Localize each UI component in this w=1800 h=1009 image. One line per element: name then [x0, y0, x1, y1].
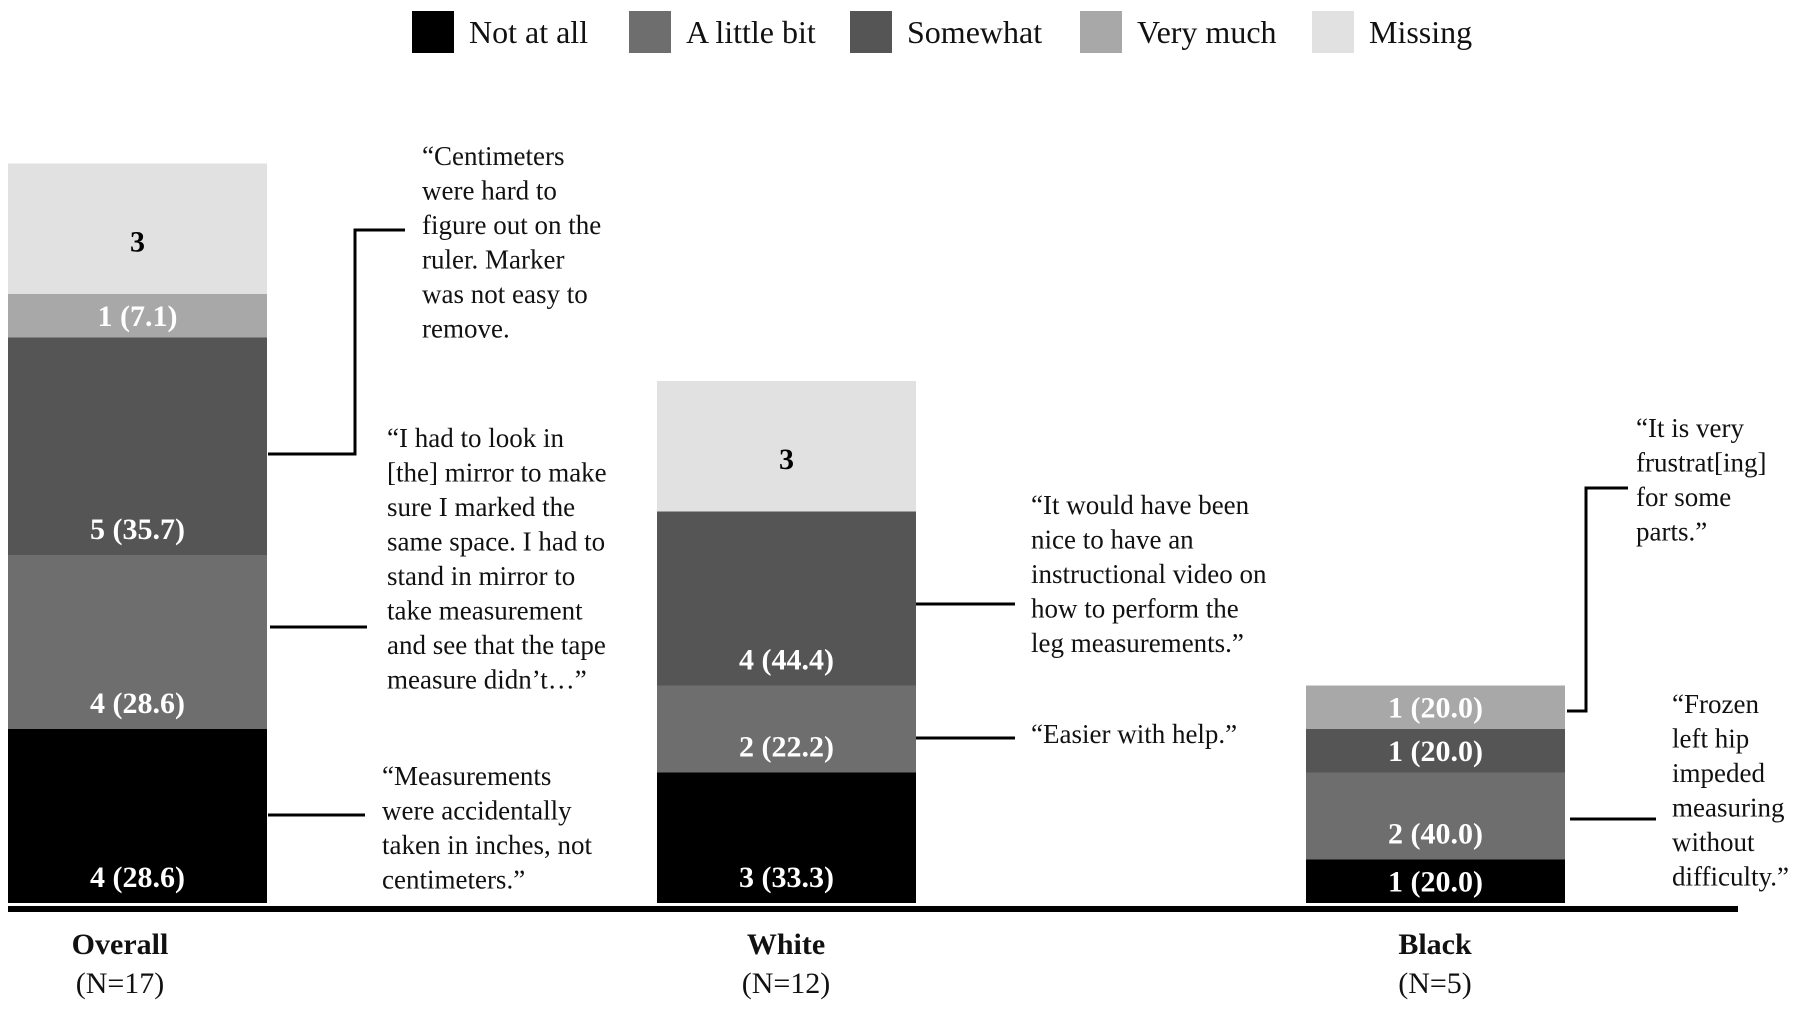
quote-line: nice to have an: [1031, 525, 1194, 555]
data-label-overall-a-little-bit: 4 (28.6): [90, 687, 185, 720]
quote-line: impeded: [1672, 758, 1765, 788]
legend-label-somewhat: Somewhat: [907, 14, 1042, 50]
legend-swatch-very-much: [1080, 11, 1122, 53]
data-label-black-not-at-all: 1 (20.0): [1388, 865, 1483, 898]
quote-line: for some: [1636, 482, 1731, 512]
quote-4: “It would have been nice to have an instru…: [1031, 490, 1267, 658]
group-n-white: (N=12): [742, 967, 831, 1000]
data-label-overall-somewhat: 5 (35.7): [90, 513, 185, 546]
data-label-overall-very-much: 1 (7.1): [98, 300, 178, 333]
quote-line: measuring: [1672, 793, 1784, 823]
data-label-white-not-at-all: 3 (33.3): [739, 861, 834, 894]
quote-line: “Measurements: [382, 761, 551, 791]
legend-swatch-missing: [1312, 11, 1354, 53]
legend: Not at all A little bit Somewhat Very much M…: [412, 11, 1472, 53]
quote-line: were hard to: [422, 176, 557, 206]
quote-line: instructional video on: [1031, 559, 1267, 589]
data-label-overall-not-at-all: 4 (28.6): [90, 861, 185, 894]
legend-swatch-not-at-all: [412, 11, 454, 53]
group-label-white: White: [747, 928, 825, 961]
bar-segment-overall-somewhat: [8, 337, 267, 555]
quote-line: leg measurements.”: [1031, 628, 1244, 658]
bar-segment-overall-very-much: [8, 294, 267, 338]
quote-line: “It would have been: [1031, 490, 1250, 520]
data-label-white-somewhat: 4 (44.4): [739, 644, 834, 677]
quote-5: “Easier with help.”: [1031, 719, 1237, 749]
bar-segment-white-a-little-bit: [657, 685, 916, 773]
bars: 4 (28.6) 4 (28.6) 5 (35.7) 1 (7.1) 3 3 (33.3)…: [8, 163, 1565, 903]
legend-label-very-much: Very much: [1137, 14, 1277, 50]
quote-connector-1: [268, 228, 405, 456]
legend-label-missing: Missing: [1369, 14, 1472, 50]
data-label-black-a-little-bit: 2 (40.0): [1388, 818, 1483, 851]
bar-segment-white-not-at-all: [657, 772, 916, 903]
data-label-overall-missing: 3: [130, 226, 145, 259]
quote-line: “It is very: [1636, 413, 1744, 443]
quote-line: centimeters.”: [382, 865, 525, 895]
quote-line: same space. I had to: [387, 527, 605, 557]
quote-7: “Frozen left hip impeded measuring without di…: [1672, 689, 1789, 892]
bar-segment-overall-missing: [8, 163, 267, 294]
quote-6: “It is very frustrat[ing] for some parts.”: [1636, 413, 1766, 547]
quotes: “Centimeters were hard to figure out on th…: [268, 141, 1789, 895]
quote-line: difficulty.”: [1672, 862, 1789, 892]
quote-line: “Centimeters: [422, 141, 564, 171]
quote-line: was not easy to: [422, 279, 588, 309]
legend-swatch-somewhat: [850, 11, 892, 53]
bar-segment-overall-not-at-all: [8, 729, 267, 903]
group-n-overall: (N=17): [76, 967, 165, 1000]
quote-line: remove.: [422, 314, 510, 344]
quote-line: ruler. Marker: [422, 245, 564, 275]
quote-line: [the] mirror to make: [387, 458, 607, 488]
bar-segment-overall-a-little-bit: [8, 555, 267, 729]
quote-line: parts.”: [1636, 517, 1707, 547]
quote-line: take measurement: [387, 596, 583, 626]
data-label-white-missing: 3: [779, 443, 794, 476]
quote-line: “Easier with help.”: [1031, 719, 1237, 749]
legend-label-a-little-bit: A little bit: [686, 14, 816, 50]
group-n-black: (N=5): [1398, 967, 1472, 1000]
data-label-black-somewhat: 1 (20.0): [1388, 735, 1483, 768]
quote-connector-6: [1567, 486, 1628, 713]
group-label-overall: Overall: [72, 928, 169, 961]
quote-2: “I had to look in [the] mirror to make sur…: [387, 423, 607, 695]
quote-1: “Centimeters were hard to figure out on th…: [422, 141, 601, 344]
quote-line: “Frozen: [1672, 689, 1759, 719]
bar-segment-black-somewhat: [1306, 729, 1565, 773]
group-labels: Overall (N=17) White (N=12) Black (N=5): [72, 928, 1472, 1000]
group-label-black: Black: [1398, 928, 1472, 961]
data-label-black-very-much: 1 (20.0): [1388, 691, 1483, 724]
quote-line: measure didn’t…”: [387, 665, 587, 695]
legend-swatch-a-little-bit: [629, 11, 671, 53]
bar-segment-black-a-little-bit: [1306, 772, 1565, 860]
bar-segment-black-very-much: [1306, 685, 1565, 729]
quote-line: “I had to look in: [387, 423, 564, 453]
quote-line: taken in inches, not: [382, 830, 592, 860]
bar-segment-black-not-at-all: [1306, 859, 1565, 903]
legend-label-not-at-all: Not at all: [469, 14, 588, 50]
quote-line: were accidentally: [382, 796, 572, 826]
quote-line: without: [1672, 827, 1755, 857]
data-label-white-a-little-bit: 2 (22.2): [739, 731, 834, 764]
quote-line: how to perform the: [1031, 594, 1239, 624]
quote-line: stand in mirror to: [387, 561, 575, 591]
quote-3: “Measurements were accidentally taken in i…: [382, 761, 592, 895]
quote-line: and see that the tape: [387, 630, 606, 660]
quote-line: frustrat[ing]: [1636, 448, 1766, 478]
quote-line: sure I marked the: [387, 492, 575, 522]
quote-line: left hip: [1672, 724, 1749, 754]
bar-segment-white-somewhat: [657, 511, 916, 686]
quote-line: figure out on the: [422, 210, 601, 240]
bar-segment-white-missing: [657, 381, 916, 512]
